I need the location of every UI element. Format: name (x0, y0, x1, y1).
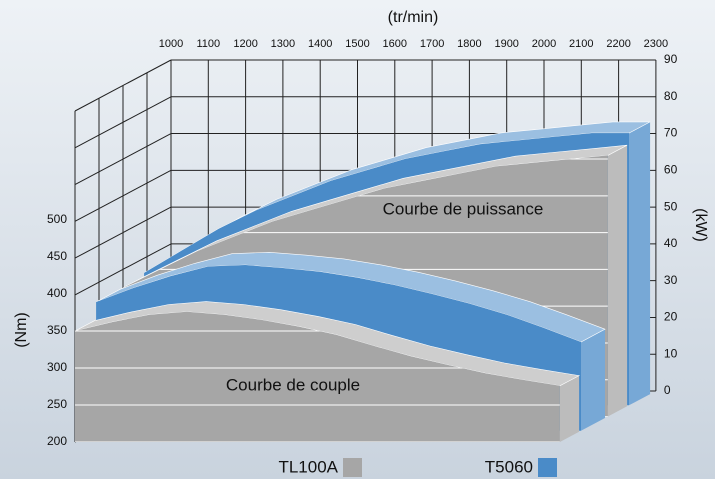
x-tick-label: 1000 (159, 38, 183, 50)
y2-tick-label: 10 (664, 346, 678, 360)
x-tick-label: 1600 (383, 38, 407, 50)
y2-axis-title: (kW) (692, 208, 709, 242)
ribbon-side (559, 375, 580, 442)
y2-tick-label: 30 (664, 273, 678, 287)
legend-swatch (343, 458, 362, 477)
ribbon-side (607, 145, 628, 417)
x-tick-label: 1200 (233, 38, 257, 50)
y2-tick-label: 20 (664, 310, 678, 324)
x-tick-label: 1700 (420, 38, 444, 50)
ribbon-side (581, 329, 605, 431)
x-tick-label: 1400 (308, 38, 332, 50)
annotation: Courbe de puissance (383, 199, 544, 218)
y2-tick-label: 60 (664, 163, 678, 177)
legend-swatch (538, 458, 557, 477)
y2-tick-label: 90 (664, 52, 678, 66)
ribbon-top (74, 301, 581, 387)
y-tick-label: 450 (47, 249, 67, 263)
y-tick-label: 300 (47, 360, 67, 374)
y-tick-label: 350 (47, 323, 67, 337)
y-tick-label: 400 (47, 286, 67, 300)
x-tick-label: 2200 (606, 38, 630, 50)
ribbon-top (122, 144, 628, 289)
y2-tick-label: 70 (664, 126, 678, 140)
y-tick-label: 250 (47, 397, 67, 411)
ribbon-face (75, 311, 560, 442)
x-tick-label: 1100 (196, 38, 220, 50)
y-tick-label: 500 (47, 212, 67, 226)
y2-tick-label: 80 (664, 89, 678, 103)
x-tick-label: 2300 (644, 38, 668, 50)
legend-label: T5060 (485, 457, 533, 476)
y2-tick-label: 40 (664, 236, 678, 250)
annotation: Courbe de couple (226, 375, 360, 394)
x-axis-title: (tr/min) (388, 9, 439, 26)
x-tick-label: 2000 (532, 38, 556, 50)
y-axis-title: (Nm) (13, 312, 30, 348)
x-tick-label: 1500 (345, 38, 369, 50)
x-tick-label: 1300 (271, 38, 295, 50)
y2-tick-label: 50 (664, 199, 678, 213)
ribbon-side (629, 121, 651, 406)
x-tick-label: 1800 (457, 38, 481, 50)
x-tick-label: 2100 (569, 38, 593, 50)
legend-label: TL100A (278, 457, 338, 476)
y-tick-label: 200 (47, 434, 67, 448)
x-tick-label: 1900 (494, 38, 518, 50)
y2-tick-label: 0 (664, 383, 671, 397)
ribbon-top (95, 251, 606, 343)
